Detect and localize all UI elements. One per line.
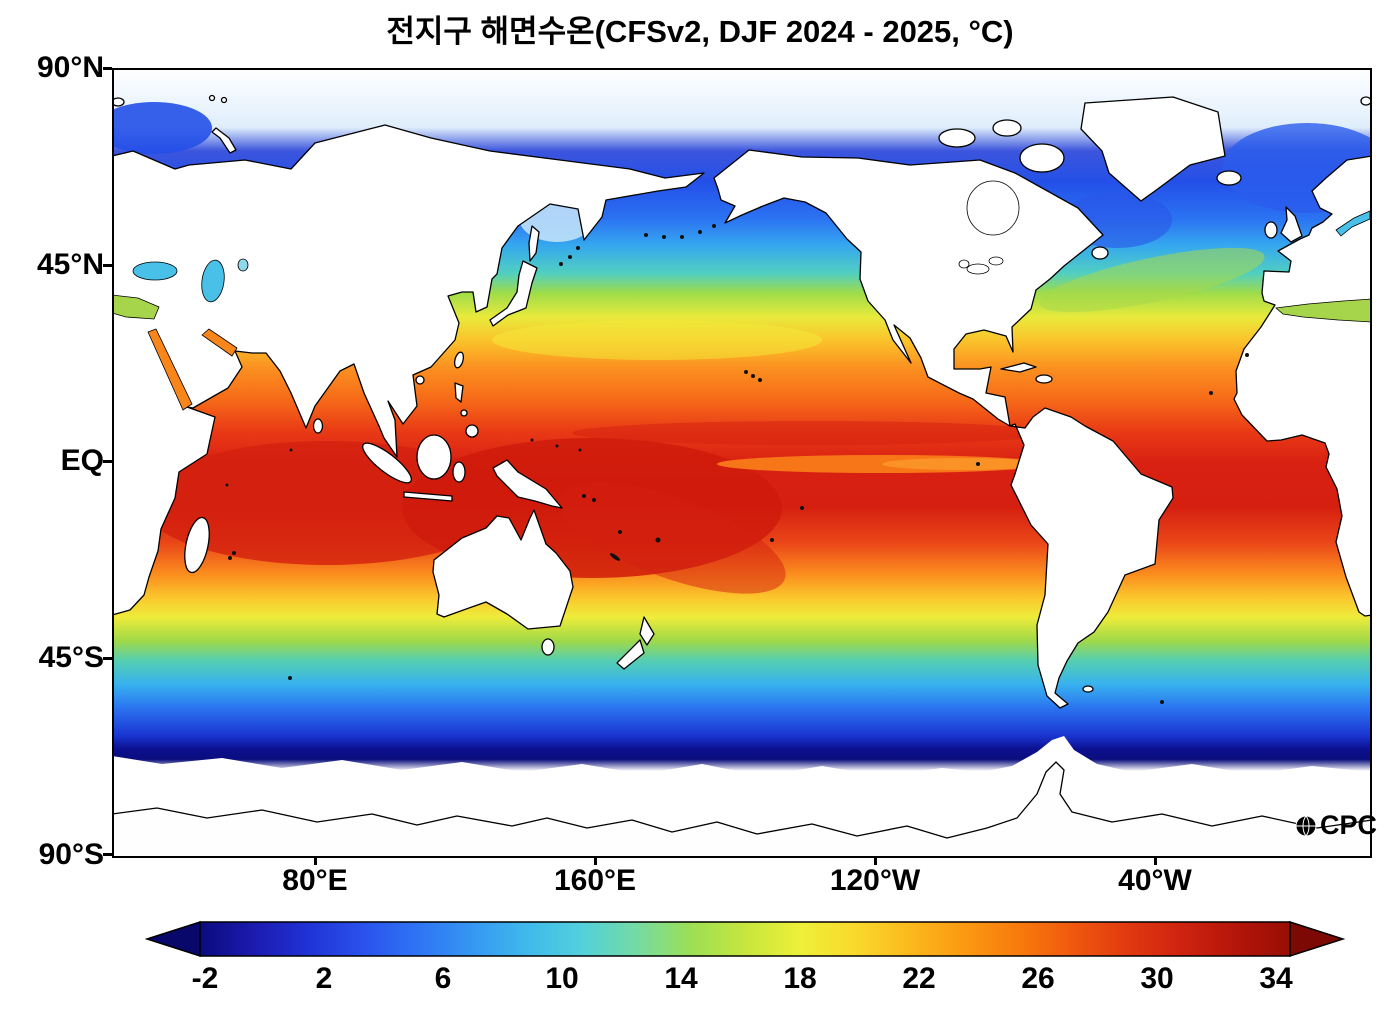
landmass-tasmania — [541, 638, 555, 656]
colorbar-left-arrow — [145, 920, 201, 958]
colorbar-tick-label: 26 — [1021, 962, 1055, 995]
colorbar-tick-label: 10 — [545, 962, 579, 995]
landmass-nz-south-island — [616, 639, 645, 670]
landmass-antarctica — [111, 761, 1373, 859]
landmass-greenland — [1080, 96, 1226, 202]
colorbar-tick-label: 18 — [783, 962, 817, 995]
barents-sea — [96, 102, 212, 154]
landmass-sri-lanka — [312, 418, 324, 434]
great-lakes — [958, 259, 970, 269]
landmass-visayas — [460, 409, 468, 417]
landmass-great-britain — [1280, 206, 1303, 243]
lon-tick — [1154, 856, 1157, 865]
lat-tick — [103, 264, 112, 267]
black-sea — [132, 261, 178, 281]
great-lakes — [966, 263, 990, 275]
equatorial-cold-tongue-core — [882, 458, 1042, 470]
landmass-japan — [489, 260, 538, 327]
landmass-baffin-island — [1019, 143, 1065, 173]
cpc-globe-icon — [1295, 815, 1317, 836]
sst-regional-features — [96, 102, 1392, 594]
landmass-sulawesi — [452, 461, 466, 483]
landmass-falklands — [1082, 685, 1094, 693]
lat-tick — [103, 853, 112, 856]
cpc-logo: CPC — [1295, 810, 1377, 841]
lon-tick — [594, 856, 597, 865]
colorbar-tick-label: -2 — [191, 962, 219, 995]
landmass-luzon — [454, 382, 464, 403]
landmass-cuba — [1000, 362, 1037, 373]
lat-label-45n: 45°N — [36, 248, 104, 281]
great-lakes — [988, 256, 1004, 266]
lat-label-90s: 90°S — [38, 838, 104, 871]
landmass-franz-josef — [220, 96, 228, 104]
landmass-new-guinea — [492, 459, 563, 509]
lat-label-90n: 90°N — [36, 51, 104, 84]
hudson-bay — [966, 180, 1020, 236]
world-sst-map — [96, 68, 1392, 859]
landmass-australia — [432, 509, 574, 630]
landmass-sakhalin — [528, 225, 540, 262]
spcz-warm-band — [558, 482, 786, 594]
cpc-logo-text: CPC — [1320, 810, 1378, 840]
red-sea — [147, 328, 193, 411]
lat-label-45s: 45°S — [38, 641, 104, 674]
landmass-iceland — [1216, 170, 1242, 186]
colorbar-tick-label: 14 — [664, 962, 698, 995]
lat-tick — [103, 67, 112, 70]
landmass-sumatra — [362, 442, 412, 484]
kuroshio-extension — [492, 320, 822, 360]
map-panel — [96, 68, 1392, 859]
colorbar-tick-label: 22 — [902, 962, 936, 995]
landmass-mindanao — [465, 424, 479, 438]
landmass-hainan — [415, 375, 425, 385]
landmass-south-america — [1009, 407, 1174, 709]
landmass-newfoundland — [1091, 246, 1109, 260]
chart-title: 전지구 해면수온(CFSv2, DJF 2024 - 2025, °C) — [386, 14, 1014, 49]
landmass-arctic-island — [992, 119, 1022, 137]
colorbar-gradient-bar — [199, 921, 1291, 957]
lat-label-eq: EQ — [60, 444, 104, 477]
landmass-novaya-zemlya — [211, 127, 237, 154]
lon-label-80e: 80°E — [282, 864, 348, 897]
landmass-java — [403, 491, 453, 502]
landmass-hispaniola — [1035, 374, 1053, 384]
landmass-nz-north-island — [639, 616, 655, 646]
landmass-arctic-island — [938, 128, 976, 148]
gulf-stream-extension — [1039, 247, 1265, 313]
colorbar-tick-labels: -2 2 6 10 14 18 22 26 30 34 — [145, 962, 1345, 1004]
lon-label-40w: 40°W — [1118, 864, 1192, 897]
lon-tick — [314, 856, 317, 865]
caspian-sea — [201, 259, 225, 303]
lon-label-160e: 160°E — [553, 864, 637, 897]
lon-label-120w: 120°W — [829, 864, 921, 897]
landmass-madagascar — [184, 516, 210, 574]
landmass-taiwan — [453, 351, 465, 369]
small-islands — [225, 224, 1249, 704]
map-frame — [112, 68, 1372, 858]
persian-gulf — [201, 328, 238, 357]
aral-sea — [237, 258, 249, 272]
colorbar-tick-label: 34 — [1259, 962, 1293, 995]
landmass-franz-josef — [208, 94, 216, 102]
landmass-ireland — [1264, 221, 1278, 239]
lon-tick — [874, 856, 877, 865]
lat-tick — [103, 460, 112, 463]
colorbar — [145, 920, 1345, 958]
colorbar-tick-label: 2 — [315, 962, 333, 995]
landmass-europe-west-africa — [1233, 155, 1373, 617]
itcz-warm-band — [572, 421, 1052, 445]
colorbar-right-arrow — [1289, 920, 1345, 958]
landmass-afroeurasia — [111, 124, 705, 616]
colorbar-tick-label: 30 — [1140, 962, 1174, 995]
lat-tick — [103, 657, 112, 660]
colorbar-tick-label: 6 — [434, 962, 452, 995]
landmass-svalbard — [1360, 96, 1372, 106]
landmass-borneo — [416, 434, 452, 480]
